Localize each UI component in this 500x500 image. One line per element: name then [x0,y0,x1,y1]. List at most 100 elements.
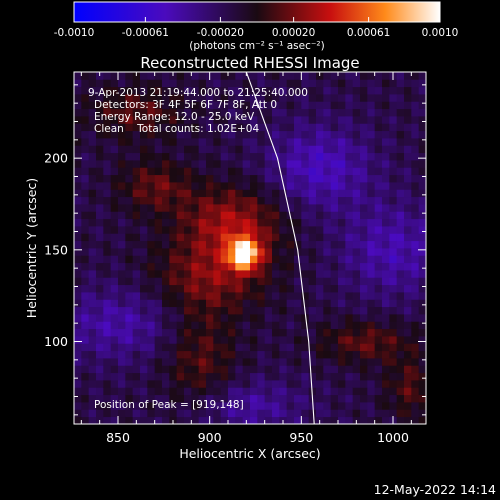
heatmap-cell [352,292,361,300]
heatmap-cell [360,116,368,124]
heatmap-cell [286,299,295,308]
heatmap-cell [220,145,229,154]
heatmap-cell [360,365,368,374]
heatmap-cell [132,152,141,161]
heatmap-cell [374,240,383,249]
heatmap-cell [81,160,90,168]
heatmap-cell [184,372,192,381]
heatmap-cell [140,79,148,88]
heatmap-cell [411,394,420,403]
heatmap-cell [228,292,236,300]
heatmap-cell [301,292,310,300]
heatmap-cell [352,189,361,198]
heatmap-cell [140,101,148,110]
heatmap-cell [323,233,332,242]
heatmap-cell [418,86,426,95]
heatmap-cell [294,343,302,352]
heatmap-cell [235,380,244,388]
heatmap-cell [374,182,383,190]
heatmap-cell [411,306,420,315]
heatmap-cell [81,292,90,300]
heatmap-cell [264,358,273,366]
heatmap-cell [154,182,163,190]
heatmap-cell [140,108,148,117]
heatmap-cell [389,160,398,168]
heatmap-cell [206,101,214,110]
heatmap-cell [316,211,324,220]
heatmap-cell [301,108,310,117]
heatmap-cell [154,204,163,212]
heatmap-cell [220,218,229,227]
heatmap-cell [250,292,258,300]
heatmap-cell [118,299,126,308]
heatmap-cell [308,350,317,359]
heatmap-cell [235,79,244,88]
heatmap-cell [147,372,156,381]
heatmap-cell [74,233,82,242]
heatmap-cell [411,292,420,300]
heatmap-cell [110,116,119,124]
heatmap-cell [206,402,214,410]
heatmap-cell [279,343,288,352]
heatmap-cell [198,72,207,80]
heatmap-cell [360,277,368,286]
heatmap-cell [272,365,280,374]
heatmap-cell [279,336,288,344]
heatmap-cell [88,211,97,220]
heatmap-cell [308,380,317,388]
heatmap-cell [96,365,104,374]
heatmap-cell [338,79,346,88]
heatmap-cell [81,358,90,366]
heatmap-cell [411,365,420,374]
heatmap-cell [250,328,258,337]
heatmap-cell [272,336,280,344]
heatmap-cell [198,130,207,139]
heatmap-cell [147,292,156,300]
heatmap-cell [191,365,200,374]
heatmap-cell [169,196,178,205]
heatmap-cell [228,182,236,190]
heatmap-cell [88,116,97,124]
heatmap-cell [140,262,148,271]
heatmap-cell [74,358,82,366]
heatmap-cell [404,299,412,308]
heatmap-cell [220,101,229,110]
heatmap-cell [191,248,200,256]
heatmap-cell [323,270,332,278]
heatmap-cell [228,174,236,183]
heatmap-cell [74,123,82,132]
heatmap-cell [279,108,288,117]
heatmap-cell [118,343,126,352]
heatmap-cell [308,218,317,227]
heatmap-cell [360,358,368,366]
heatmap-cell [176,123,185,132]
heatmap-cell [374,72,383,80]
heatmap-cell [110,358,119,366]
heatmap-cell [308,409,317,418]
heatmap-cell [264,145,273,154]
heatmap-cell [257,248,266,256]
heatmap-cell [323,299,332,308]
heatmap-cell [74,321,82,330]
heatmap-cell [308,262,317,271]
heatmap-cell [316,270,324,278]
heatmap-cell [404,218,412,227]
heatmap-cell [389,387,398,396]
heatmap-cell [279,387,288,396]
heatmap-cell [330,262,339,271]
heatmap-cell [162,416,170,424]
heatmap-cell [374,211,383,220]
heatmap-cell [206,189,214,198]
heatmap-cell [257,402,266,410]
heatmap-cell [389,409,398,418]
heatmap-cell [228,402,236,410]
heatmap-cell [228,160,236,168]
heatmap-cell [103,226,112,234]
heatmap-cell [330,145,339,154]
heatmap-cell [103,116,112,124]
heatmap-cell [162,138,170,146]
heatmap-cell [191,358,200,366]
heatmap-cell [235,108,244,117]
heatmap-cell [213,233,222,242]
